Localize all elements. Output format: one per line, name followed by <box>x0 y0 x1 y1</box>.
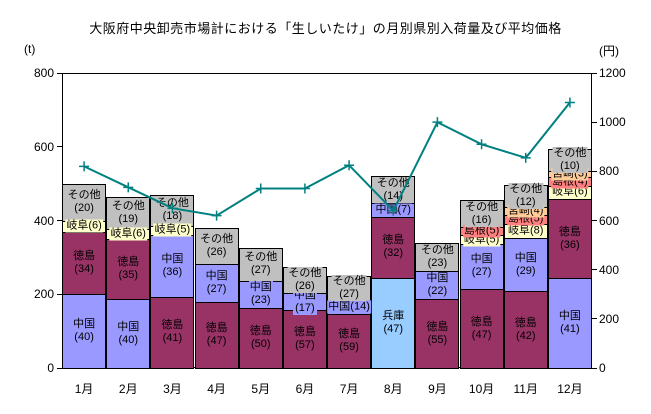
bar-segment-label: その他 (20) <box>66 189 102 216</box>
bar-segment-label: その他 (19) <box>110 199 146 226</box>
x-axis-label: 5月 <box>251 382 271 396</box>
bar-segment-label: 島根(5) <box>462 224 501 238</box>
x-axis-label: 6月 <box>295 382 315 396</box>
bar-segment-label: 兵庫 (47) <box>381 309 406 336</box>
bar-segment-label: 徳島 (47) <box>469 315 494 342</box>
right-axis-unit-label: (円) <box>599 44 619 58</box>
bar-segment-label: その他 (18) <box>154 197 190 224</box>
right-axis-tick-mark <box>592 269 597 271</box>
bar-segment-label: 徳島 (32) <box>381 234 406 261</box>
bar-segment-label: 中国 (36) <box>160 252 185 279</box>
left-axis-tick-label: 400 <box>33 213 54 228</box>
bar-segment-label: 徳島 (57) <box>292 326 317 353</box>
left-axis-tick-mark <box>57 146 62 148</box>
bar-segment-label: 中国 (27) <box>204 270 229 297</box>
bar-segment-label: 中国 (22) <box>425 272 450 299</box>
bar-segment-label: その他 (10) <box>552 146 588 173</box>
bar-segment-label: 中国 (40) <box>72 318 97 345</box>
bar-segment-label: 岐阜(6) <box>65 219 103 233</box>
bar-segment-label: 徳島 (55) <box>425 320 450 347</box>
x-axis-label: 7月 <box>339 382 359 396</box>
bar-segment-label: 徳島 (50) <box>248 325 273 352</box>
right-axis-tick-label: 400 <box>599 262 620 277</box>
bar-segment-label: その他 (26) <box>199 233 235 260</box>
bar-segment-label: 岐阜(6) <box>109 227 147 241</box>
left-axis-tick-label: 600 <box>33 139 54 154</box>
bar-segment <box>106 299 151 369</box>
right-axis-tick-mark <box>592 220 597 221</box>
left-axis-tick-mark <box>57 367 62 369</box>
bar-segment-label: その他 (14) <box>375 176 411 203</box>
x-axis-label: 8月 <box>383 382 403 396</box>
bar-segment-label: 徳島 (36) <box>557 225 582 252</box>
right-axis-tick-label: 1000 <box>599 115 626 130</box>
bar-segment-label: 岐阜(5) <box>153 223 192 237</box>
bar-segment <box>238 308 283 369</box>
x-axis-label: 10月 <box>468 382 495 396</box>
x-axis-label: 3月 <box>163 382 182 396</box>
right-axis-tick-label: 800 <box>599 164 620 179</box>
x-axis-label: 9月 <box>428 382 447 396</box>
bar-segment-label: 中国(14) <box>327 300 371 314</box>
left-axis-unit-label: (t) <box>24 42 36 56</box>
x-axis-label: 4月 <box>207 382 226 396</box>
bar-segment-label: 徳島 (35) <box>116 256 141 283</box>
right-axis-tick-mark <box>592 170 597 172</box>
right-axis-tick-mark <box>592 72 597 74</box>
left-axis-tick-label: 0 <box>47 361 54 375</box>
left-axis-tick-mark <box>57 72 62 74</box>
bar-segment-label: 中国 (41) <box>557 310 582 337</box>
bar-segment-label: 中国(7) <box>374 203 412 217</box>
bar-segment-label: 徳島 (41) <box>160 319 185 346</box>
bar-segment-label: 中国 (27) <box>469 253 494 280</box>
left-axis-tick-mark <box>57 220 62 221</box>
bar-segment-label: 徳島 (59) <box>337 327 362 354</box>
bar-segment-label: その他 (16) <box>464 200 500 227</box>
bar-segment-label: 徳島 (34) <box>72 249 97 276</box>
right-axis-tick-mark <box>592 121 597 123</box>
bar-segment-label: その他 (27) <box>331 275 367 302</box>
bar-segment-label: その他 (27) <box>243 251 279 278</box>
bar-segment-label: 徳島 (47) <box>204 322 229 349</box>
bar-segment-label: 中国 (23) <box>248 281 273 308</box>
right-axis-tick-label: 0 <box>599 361 606 375</box>
right-axis-tick-mark <box>592 367 597 369</box>
bar-segment-label: その他 (12) <box>508 183 544 210</box>
chart-title: 大阪府中央卸売市場計における「生しいたけ」の月別県別入荷量及び平均価格 <box>89 21 562 36</box>
right-axis-tick-label: 200 <box>599 311 620 326</box>
left-axis-tick-label: 800 <box>33 66 54 80</box>
bar-segment-label: 中国 (40) <box>116 320 141 347</box>
right-axis-tick-label: 600 <box>599 213 620 228</box>
bar-segment-label: その他 (26) <box>287 266 323 293</box>
bar-segment-label: その他 (23) <box>419 244 455 271</box>
x-axis-label: 1月 <box>74 382 94 396</box>
bar-segment-label: 中国 (29) <box>513 251 538 278</box>
left-axis-tick-label: 200 <box>33 287 54 302</box>
bar-segment-label: 岐阜(8) <box>507 224 545 238</box>
bar-segment-label: 徳島 (42) <box>513 316 538 343</box>
right-axis-tick-label: 1200 <box>599 66 626 80</box>
left-axis-tick-mark <box>57 293 62 295</box>
x-axis-label: 2月 <box>118 382 138 396</box>
right-axis-tick-mark <box>592 318 597 320</box>
x-axis-label: 11月 <box>513 382 538 396</box>
x-axis-label: 12月 <box>557 382 583 396</box>
